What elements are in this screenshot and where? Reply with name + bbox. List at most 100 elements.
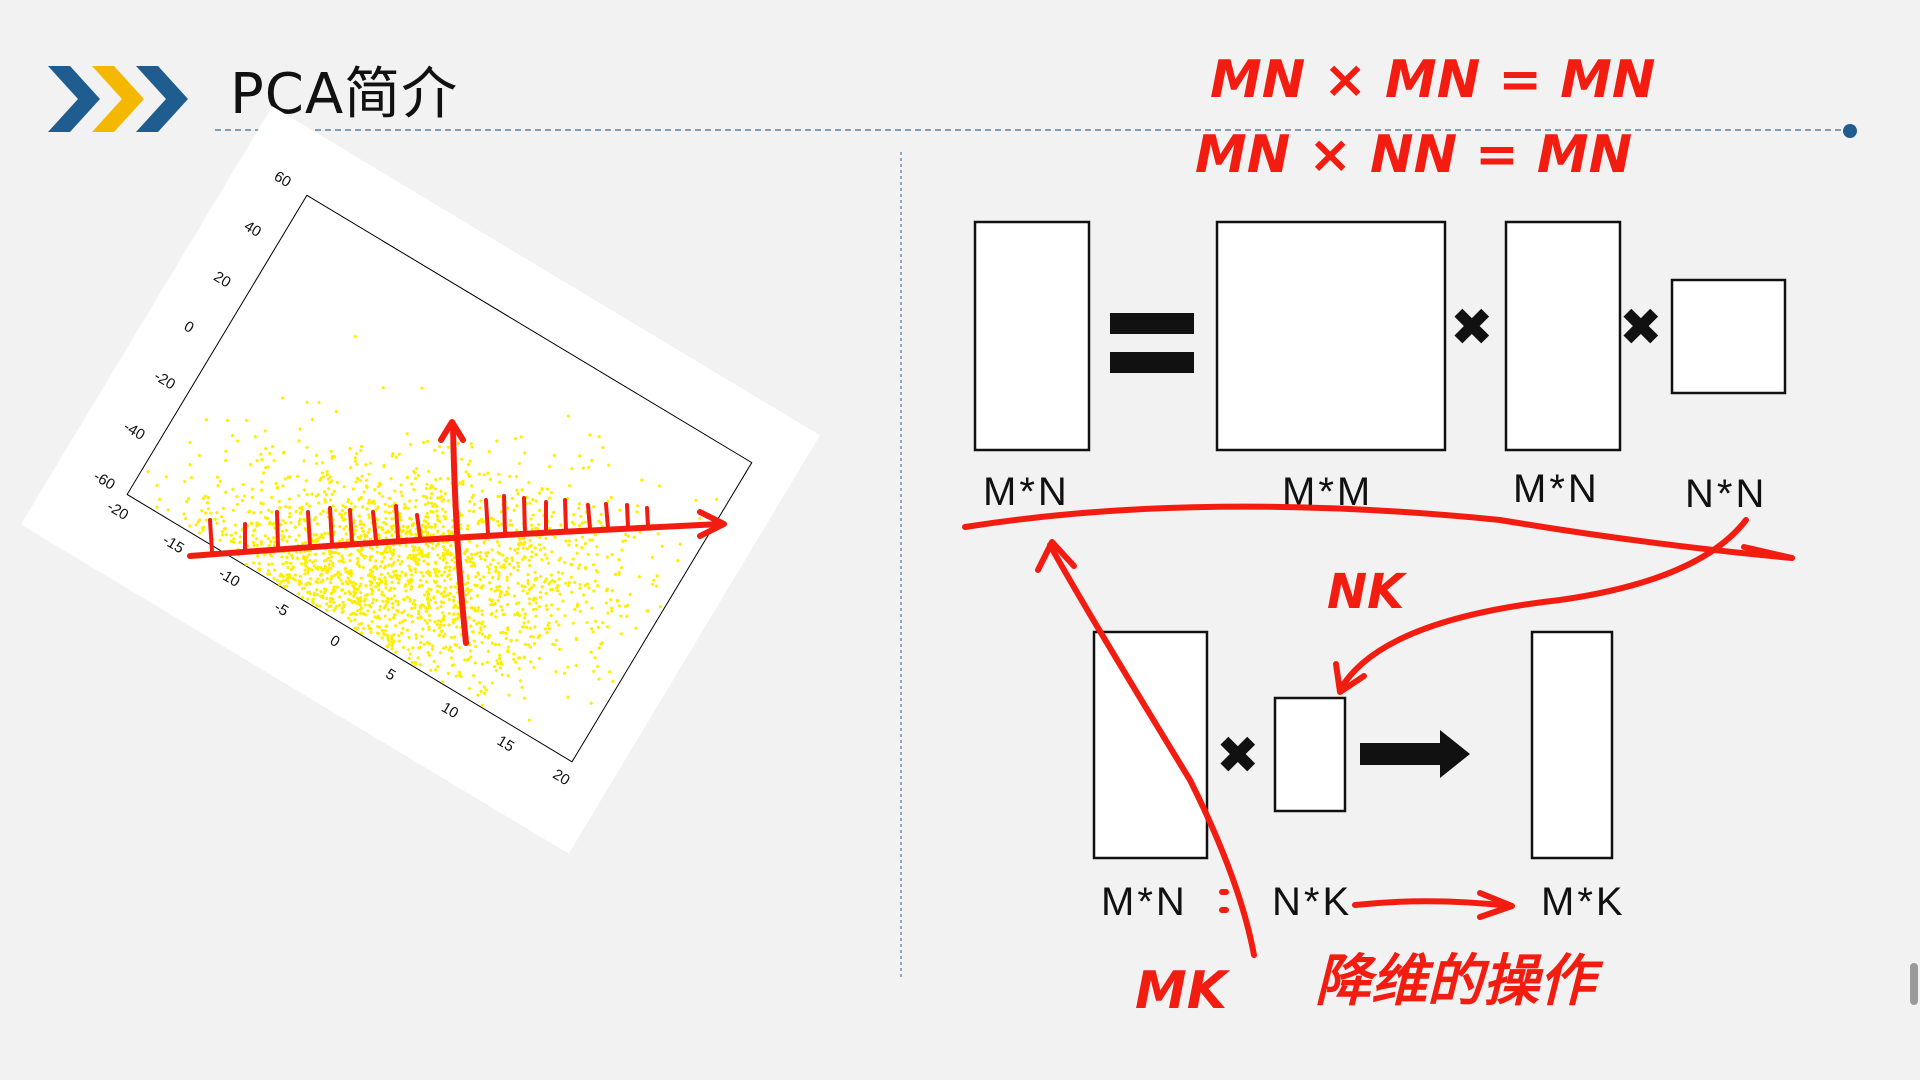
scatter-point (421, 530, 425, 534)
scatter-point (304, 479, 308, 483)
scatter-point (383, 614, 387, 618)
scatter-point (470, 484, 474, 488)
scatter-point (426, 439, 430, 443)
scatter-point (384, 531, 388, 535)
scatter-point (266, 572, 270, 576)
scatter-point (438, 477, 443, 481)
scatter-point (285, 573, 289, 577)
scatter-point (360, 522, 365, 526)
scatter-point (368, 568, 373, 572)
scatter-point (543, 627, 547, 631)
scatter-point (408, 567, 412, 571)
scatter-point (497, 643, 501, 647)
scatter-point (385, 624, 389, 628)
scatter-point (438, 496, 442, 500)
scatter-point (478, 577, 482, 582)
scatter-point (204, 518, 208, 522)
scatter-point (497, 544, 501, 548)
scatter-point (213, 517, 217, 521)
scatter-point (493, 642, 497, 647)
scatter-point (512, 652, 516, 656)
scatter-point (465, 547, 469, 552)
scatter-point (312, 564, 316, 568)
annotation-arrowhead (1035, 539, 1077, 573)
scatter-point (578, 583, 582, 587)
scatter-point (521, 546, 526, 550)
scatter-point (303, 572, 307, 576)
scatter-point (332, 590, 336, 594)
scatter-point (420, 603, 424, 607)
scatter-point (201, 528, 205, 532)
scatter-point (359, 534, 363, 538)
scatter-point (413, 505, 417, 509)
scatter-point (305, 597, 310, 601)
scatter-point (587, 586, 591, 590)
scatter-point (392, 594, 397, 598)
scatter-point (356, 548, 360, 552)
scatter-point (445, 561, 449, 565)
scatter-point (304, 560, 309, 565)
scatter-point (285, 555, 289, 559)
scatter-point (206, 501, 210, 505)
scatter-point (335, 480, 339, 484)
scatter-point (322, 475, 326, 479)
scatter-point (566, 414, 571, 418)
scrollbar-thumb[interactable] (1910, 963, 1918, 1005)
scatter-point (448, 591, 452, 595)
scatter-point (632, 535, 636, 539)
scatter-point (609, 606, 614, 610)
scatter-point (585, 582, 590, 586)
scatter-point (443, 632, 447, 636)
scatter-point (303, 519, 307, 523)
scatter-point (591, 630, 595, 634)
scatter-point (579, 514, 583, 519)
scatter-point (420, 634, 424, 638)
scatter-point (371, 597, 375, 601)
scatter-point (263, 534, 267, 538)
scatter-point (426, 650, 430, 655)
scatter-point (326, 487, 331, 491)
scatter-point (449, 585, 453, 589)
scatter-point (464, 470, 468, 474)
scatter-point (332, 600, 336, 605)
scatter-point (476, 606, 481, 610)
scatter-point (520, 488, 524, 492)
scatter-point (563, 560, 567, 565)
scatter-point (431, 546, 435, 551)
scatter-point (572, 513, 576, 517)
scatter-point (309, 577, 313, 581)
scatter-point (396, 600, 400, 604)
scatter-point (461, 482, 465, 486)
scatter-point (508, 523, 512, 527)
scatter-point (489, 603, 493, 607)
scatter-point (563, 614, 567, 618)
scatter-point (367, 498, 371, 502)
scatter-point (314, 515, 318, 520)
scatter-point (435, 529, 440, 534)
scatter-point (251, 487, 255, 491)
scatter-point (582, 593, 586, 597)
scatter-point (371, 601, 375, 605)
scatter-point (394, 624, 398, 628)
scatter-point (346, 597, 350, 602)
scatter-point (495, 659, 499, 663)
scatter-point (418, 662, 423, 667)
scatter-point (473, 661, 477, 665)
scatter-point (380, 628, 384, 632)
scatter-point (480, 609, 484, 613)
scatter-point (409, 577, 413, 581)
scatter-point (215, 475, 220, 479)
scatter-point (475, 551, 479, 555)
scatter-point (409, 587, 413, 591)
label-mn-bottom: M*N (1101, 880, 1188, 924)
scatter-point (306, 570, 310, 574)
scatter-point (340, 610, 344, 615)
scatter-point (509, 572, 513, 576)
scatter-point (517, 537, 522, 541)
scatter-point (391, 563, 395, 567)
scatter-point (305, 555, 309, 559)
scatter-point (520, 584, 524, 588)
scatter-point (530, 527, 534, 531)
scatter-point (385, 645, 389, 649)
scatter-point (351, 580, 355, 585)
